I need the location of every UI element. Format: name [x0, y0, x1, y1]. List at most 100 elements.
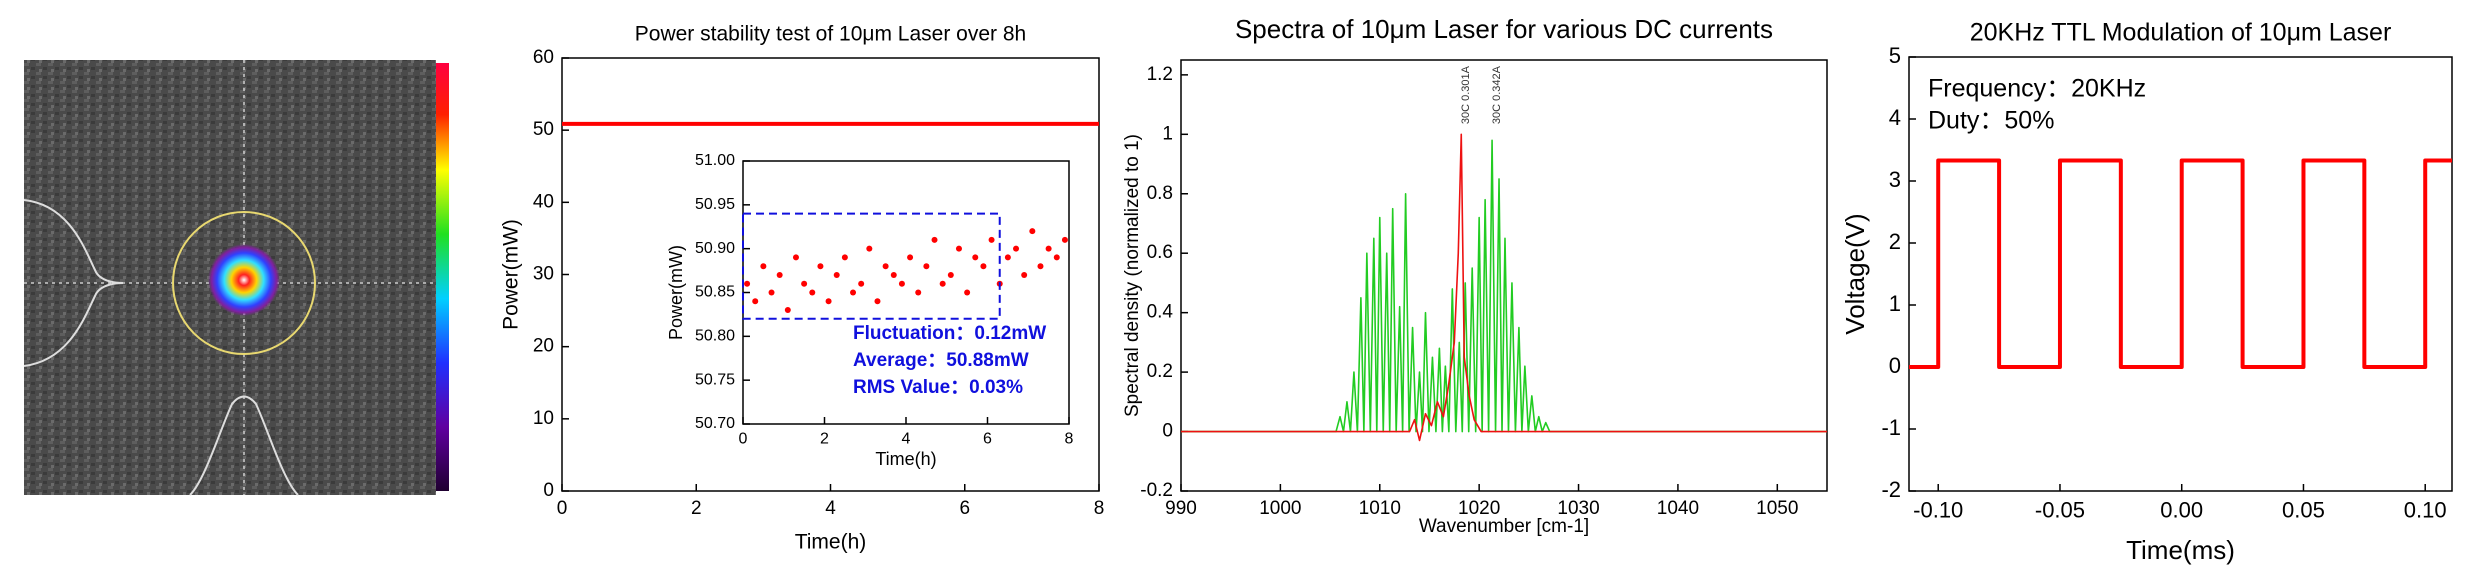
y-tick-label: 5	[1889, 43, 1901, 68]
scatter-point	[866, 245, 873, 252]
x-axis-label: Time(ms)	[2126, 535, 2235, 565]
x-tick-label: 0.10	[2404, 498, 2447, 523]
x-tick-label: 1040	[1657, 498, 1699, 519]
scatter-point	[882, 263, 889, 270]
scatter-point	[776, 271, 783, 278]
y-axis-label: Power(mW)	[666, 245, 686, 340]
y-tick-label: 0.8	[1147, 183, 1173, 204]
plot-frame	[1180, 59, 1828, 492]
y-tick-label: 40	[533, 191, 554, 212]
scatter-point	[972, 254, 979, 261]
y-tick-label: 0.2	[1147, 361, 1173, 382]
y-tick-label: 1	[1889, 291, 1901, 316]
scatter-point	[744, 280, 751, 287]
scatter-point	[1004, 254, 1011, 261]
annotation: Average：50.88mW	[853, 350, 1029, 371]
x-axis-label: Wavenumber [cm-1]	[1419, 516, 1589, 537]
x-tick-label: 6	[983, 430, 992, 447]
scatter-point	[955, 245, 962, 252]
x-tick-label: 0.05	[2282, 498, 2325, 523]
data-line	[1181, 139, 1827, 433]
scatter-point	[850, 289, 857, 296]
x-tick-label: 0.00	[2160, 498, 2203, 523]
scatter-point	[931, 236, 938, 243]
y-axis-label: Spectral density (normalized to 1)	[1122, 134, 1143, 417]
y-tick-label: 50.85	[695, 284, 735, 301]
plot-frame	[742, 160, 1070, 425]
scatter-point	[817, 263, 824, 270]
x-tick-label: -0.10	[1913, 498, 1963, 523]
x-tick-label: 1020	[1458, 498, 1500, 519]
series-label: 30C 0.301A	[1460, 65, 1472, 124]
y-axis-label: Voltage(V)	[1840, 213, 1870, 334]
annotation: Fluctuation：0.12mW	[853, 323, 1046, 344]
scatter-point	[825, 298, 832, 305]
x-tick-label: 0	[557, 498, 568, 519]
scatter-point	[1021, 271, 1028, 278]
y-tick-label: -1	[1881, 415, 1901, 440]
x-axis-label: Time(h)	[795, 531, 867, 554]
y-tick-label: 51.00	[695, 152, 735, 169]
y-tick-label: 0.6	[1147, 242, 1173, 263]
y-tick-label: 1.2	[1147, 64, 1173, 85]
scatter-point	[947, 271, 954, 278]
x-tick-label: 2	[820, 430, 829, 447]
y-tick-label: 50.70	[695, 415, 735, 432]
scatter-point	[809, 289, 816, 296]
scatter-point	[939, 280, 946, 287]
x-tick-label: 8	[1065, 430, 1074, 447]
y-tick-label: 0	[543, 480, 554, 501]
x-tick-label: 990	[1165, 498, 1197, 519]
scatter-point	[768, 289, 775, 296]
scatter-point	[1029, 228, 1036, 235]
scatter-point	[1061, 236, 1068, 243]
annotation: Frequency：20KHz	[1928, 75, 2146, 103]
x-tick-label: 1010	[1359, 498, 1401, 519]
scatter-point	[833, 271, 840, 278]
data-line	[1181, 133, 1827, 442]
scatter-point	[752, 298, 759, 305]
annotation: RMS Value：0.03%	[853, 377, 1023, 398]
scatter-point	[784, 307, 791, 314]
y-tick-label: 0.4	[1147, 302, 1174, 323]
y-tick-label: 50.80	[695, 328, 735, 345]
x-tick-label: 8	[1094, 498, 1105, 519]
scatter-point	[988, 236, 995, 243]
y-tick-label: 60	[533, 47, 554, 68]
y-tick-label: 4	[1889, 105, 1901, 130]
y-tick-label: 10	[533, 408, 554, 429]
data-line	[1909, 158, 2452, 369]
x-tick-label: 2	[691, 498, 702, 519]
series-label: 30C 0.342A	[1491, 65, 1503, 124]
scatter-point	[874, 298, 881, 305]
x-tick-label: 0	[739, 430, 748, 447]
x-tick-label: 4	[902, 430, 911, 447]
scatter-point	[841, 254, 848, 261]
x-tick-label: 4	[825, 498, 836, 519]
chart-title: 20KHz TTL Modulation of 10μm Laser	[1970, 19, 2392, 47]
y-tick-label: 20	[533, 336, 554, 357]
y-tick-label: 0	[1162, 421, 1173, 442]
scatter-point	[1053, 254, 1060, 261]
scatter-point	[915, 289, 922, 296]
beam-profile-image	[23, 60, 449, 496]
scatter-point	[898, 280, 905, 287]
scatter-point	[858, 280, 865, 287]
scatter-point	[907, 254, 914, 261]
scatter-point	[980, 263, 987, 270]
chart-title: Spectra of 10μm Laser for various DC cur…	[1235, 14, 1773, 44]
scatter-point	[1037, 263, 1044, 270]
scatter-point	[964, 289, 971, 296]
chart-title: Power stability test of 10μm Laser over …	[635, 23, 1026, 46]
y-tick-label: 30	[533, 264, 554, 285]
scatter-point	[890, 271, 897, 278]
x-tick-label: 6	[959, 498, 970, 519]
x-tick-label: -0.05	[2035, 498, 2085, 523]
y-axis-label: Power(mW)	[500, 219, 523, 330]
x-tick-label: 1030	[1557, 498, 1599, 519]
y-tick-label: 50.95	[695, 196, 735, 213]
y-tick-label: 50.90	[695, 240, 735, 257]
y-tick-label: -0.2	[1140, 480, 1173, 501]
